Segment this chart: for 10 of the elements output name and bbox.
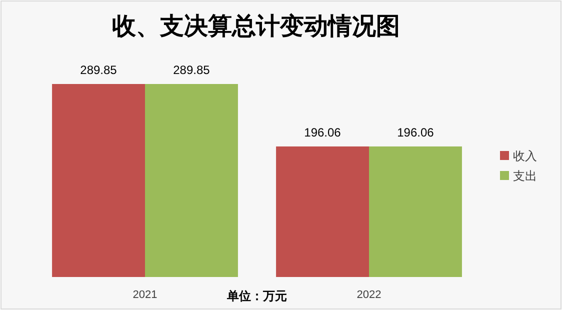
data-label: 196.06 <box>397 125 434 140</box>
legend-label: 支出 <box>513 169 537 183</box>
data-label: 196.06 <box>304 125 342 140</box>
legend-label: 收入 <box>513 149 537 163</box>
data-label: 289.85 <box>173 63 210 77</box>
data-label: 289.85 <box>80 63 118 77</box>
x-tick-label: 2022 <box>356 289 382 301</box>
text: 单位：万元 <box>226 289 287 303</box>
chart-title: 收、支决算总计变动情况图 <box>112 13 400 40</box>
x-tick-label: 2021 <box>132 289 158 301</box>
